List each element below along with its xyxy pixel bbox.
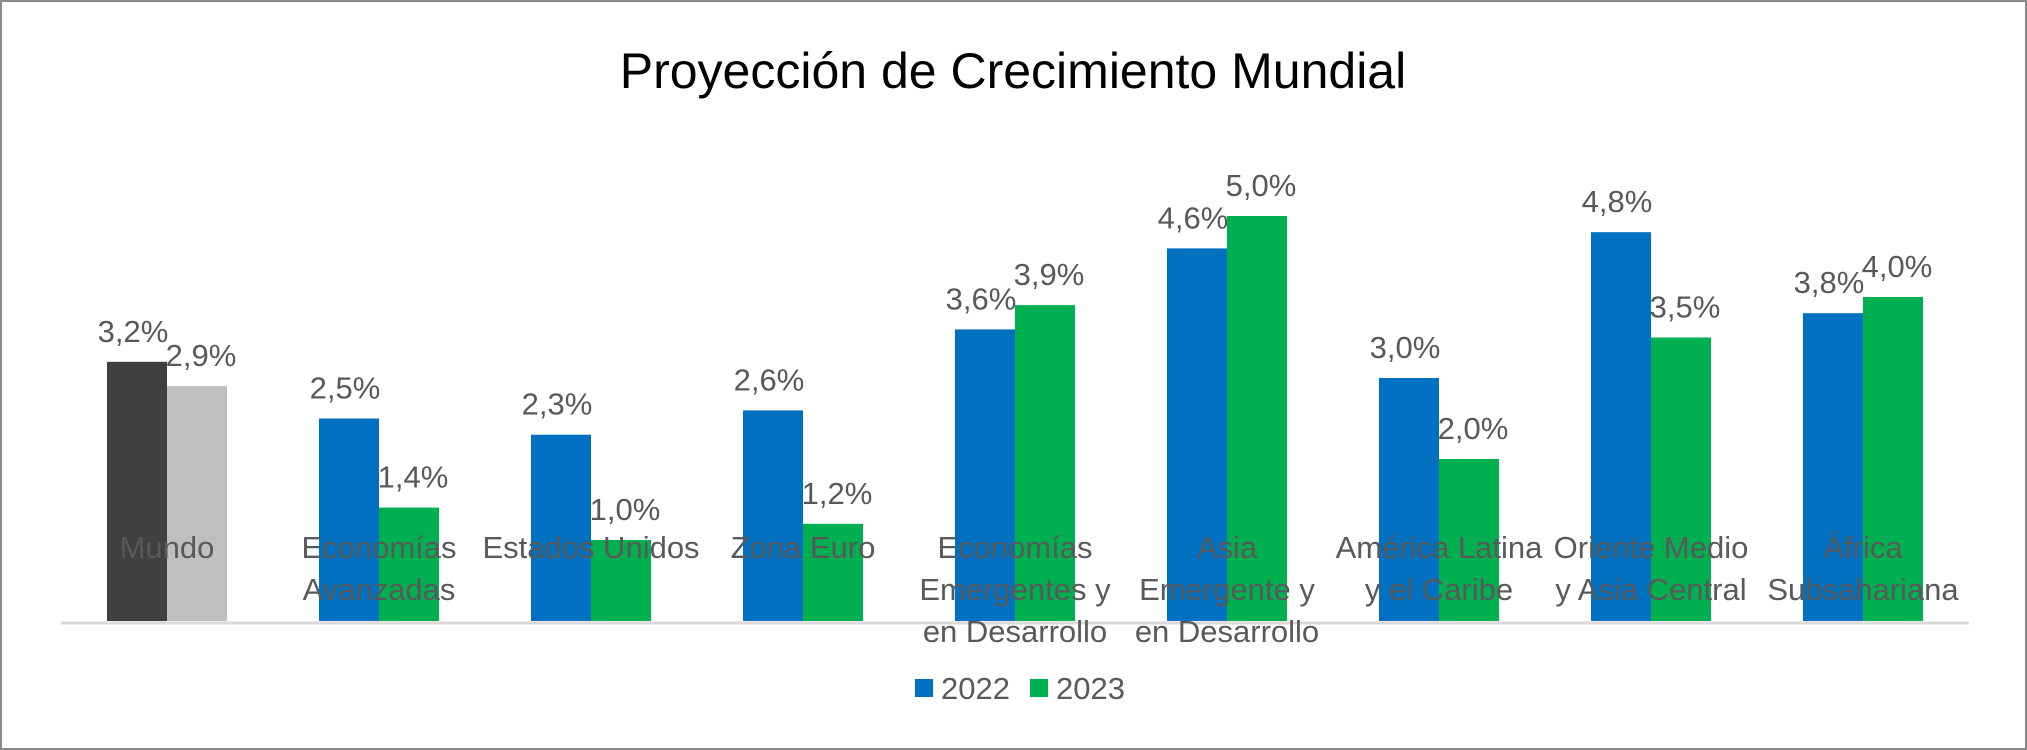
- category-label-1: Economías Avanzadas: [301, 530, 456, 607]
- bar-2022-7: [1591, 232, 1651, 621]
- bar-2022-6: [1379, 378, 1439, 621]
- data-label-2023-8: 4,0%: [1862, 249, 1933, 284]
- category-label-6: América Latina y el Caribe: [1336, 530, 1544, 607]
- bar-2023-4: [1015, 305, 1075, 621]
- bar-2022-4: [955, 329, 1015, 621]
- bar-2023-0: [167, 386, 227, 621]
- category-label-0: Mundo: [120, 530, 215, 565]
- data-label-2023-4: 3,9%: [1014, 257, 1085, 292]
- data-label-2022-5: 4,6%: [1158, 200, 1229, 235]
- data-label-2022-6: 3,0%: [1370, 330, 1441, 365]
- legend-swatch-2022: [915, 679, 933, 697]
- bar-2023-3: [803, 523, 863, 621]
- data-label-2022-2: 2,3%: [522, 387, 593, 422]
- data-label-2023-2: 1,0%: [590, 492, 661, 527]
- data-label-2023-0: 2,9%: [166, 338, 237, 373]
- bar-2023-2: [591, 540, 651, 621]
- data-label-2022-8: 3,8%: [1794, 265, 1865, 300]
- legend-label-2023: 2023: [1056, 671, 1125, 706]
- data-label-2022-0: 3,2%: [98, 314, 169, 349]
- data-label-2023-7: 3,5%: [1650, 290, 1721, 325]
- category-label-3: Zona Euro: [731, 530, 876, 565]
- data-label-2023-5: 5,0%: [1226, 168, 1297, 203]
- bar-2022-1: [319, 418, 379, 621]
- category-label-8: África Subsahariana: [1767, 530, 1959, 607]
- bar-2023-6: [1439, 459, 1499, 621]
- category-label-4: Economías Emergentes y en Desarrollo: [919, 530, 1111, 649]
- legend-swatch-2023: [1030, 679, 1048, 697]
- data-label-2022-4: 3,6%: [946, 281, 1017, 316]
- bar-2023-7: [1651, 337, 1711, 621]
- bar-2022-2: [531, 434, 591, 621]
- data-label-2023-1: 1,4%: [378, 460, 449, 495]
- bar-2023-8: [1863, 297, 1923, 621]
- category-label-2: Estados Unidos: [482, 530, 699, 565]
- legend-label-2022: 2022: [941, 671, 1010, 706]
- bar-2023-5: [1227, 216, 1287, 621]
- data-label-2022-7: 4,8%: [1582, 184, 1653, 219]
- legend: 2022 2023: [915, 671, 1125, 706]
- bar-2023-1: [379, 507, 439, 621]
- bar-2022-3: [743, 410, 803, 621]
- data-label-2023-6: 2,0%: [1438, 411, 1509, 446]
- data-label-2022-3: 2,6%: [734, 362, 805, 397]
- data-label-2023-3: 1,2%: [802, 476, 873, 511]
- category-label-7: Oriente Medio y Asia Central: [1554, 530, 1749, 607]
- data-label-2022-1: 2,5%: [310, 371, 381, 406]
- category-label-5: Asia Emergente y en Desarrollo: [1135, 530, 1319, 649]
- chart-title: Proyección de Crecimiento Mundial: [620, 43, 1406, 99]
- bar-2022-5: [1167, 248, 1227, 621]
- bar-2022-8: [1803, 313, 1863, 621]
- bar-2022-0: [107, 361, 167, 621]
